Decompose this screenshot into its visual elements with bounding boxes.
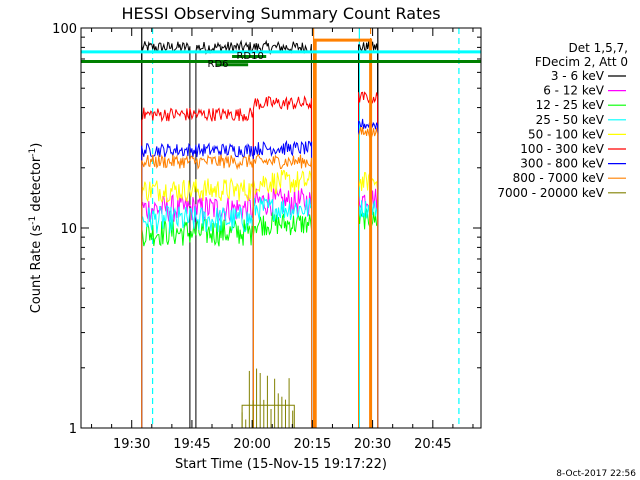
series-25to50keV-segment-0 — [141, 205, 254, 428]
series-800to7000keV-segment-3 — [358, 126, 379, 428]
legend-title-line2: FDecim 2, Att 0 — [535, 55, 628, 69]
legend-title-line1: Det 1,5,7, — [569, 41, 629, 55]
series-12to25keV-segment-0 — [141, 219, 254, 428]
legend-label-6to12keV: 6 - 12 keV — [543, 84, 605, 98]
series-800to7000keV-segment-1 — [252, 153, 313, 428]
plot-area — [80, 27, 482, 429]
series-25to50keV-segment-2 — [358, 200, 379, 428]
series-100to300keV-segment-0 — [141, 107, 254, 428]
legend-label-25to50keV: 25 - 50 keV — [536, 113, 605, 127]
series-12to25keV-segment-1 — [252, 212, 313, 428]
annotation-rd6: RD6 — [208, 59, 229, 70]
series-6to12keV-segment-1 — [252, 188, 313, 428]
legend-label-50to100keV: 50 - 100 keV — [528, 127, 605, 141]
series-3to6keV-segment-2 — [358, 41, 379, 428]
legend-label-12to25keV: 12 - 25 keV — [536, 98, 605, 112]
series-6to12keV-segment-2 — [358, 188, 379, 428]
legend-label-300to800keV: 300 - 800 keV — [520, 157, 604, 171]
legend-label-3to6keV: 3 - 6 keV — [551, 69, 605, 83]
y-tick-label: 1 — [69, 422, 77, 437]
series-50to100keV-segment-1 — [252, 169, 313, 428]
x-tick-label: 19:45 — [173, 437, 210, 452]
legend-label-7000to20000keV: 7000 - 20000 keV — [497, 186, 604, 200]
series-3to6keV-segment-0 — [141, 41, 191, 428]
x-tick-label: 20:15 — [294, 437, 331, 452]
chart-title: HESSI Observing Summary Count Rates — [121, 4, 440, 23]
series-100to300keV-segment-1 — [252, 95, 313, 428]
series-50to100keV-segment-2 — [358, 171, 379, 428]
series-3to6keV-segment-1 — [195, 39, 313, 428]
series-300to800keV-segment-0 — [141, 142, 254, 428]
x-tick-label: 19:30 — [113, 437, 150, 452]
series-300to800keV-segment-1 — [252, 139, 313, 428]
date-stamp: 8-Oct-2017 22:56 — [556, 469, 636, 479]
series-7000to20000keV-segment-0 — [241, 404, 295, 428]
series-300to800keV-segment-2 — [358, 118, 379, 428]
x-tick-label: 20:45 — [414, 437, 451, 452]
series-50to100keV-segment-0 — [141, 177, 254, 428]
legend-label-100to300keV: 100 - 300 keV — [520, 142, 604, 156]
y-axis-label: Count Rate (s-1 detector-1) — [28, 143, 44, 314]
series-100to300keV-segment-2 — [358, 91, 379, 428]
series-25to50keV-segment-1 — [252, 197, 313, 428]
legend-label-800to7000keV: 800 - 7000 keV — [513, 171, 605, 185]
x-tick-label: 20:30 — [354, 437, 391, 452]
series-800to7000keV-segment-2 — [313, 38, 373, 428]
x-axis-label: Start Time (15-Nov-15 19:17:22) — [175, 457, 387, 472]
y-tick-label: 10 — [60, 222, 77, 237]
annotation-rd10: RD10 — [236, 51, 263, 62]
series-12to25keV-segment-2 — [358, 208, 379, 428]
y-tick-label: 100 — [52, 22, 77, 37]
series-800to7000keV-segment-0 — [141, 154, 254, 428]
x-tick-label: 20:00 — [233, 437, 270, 452]
